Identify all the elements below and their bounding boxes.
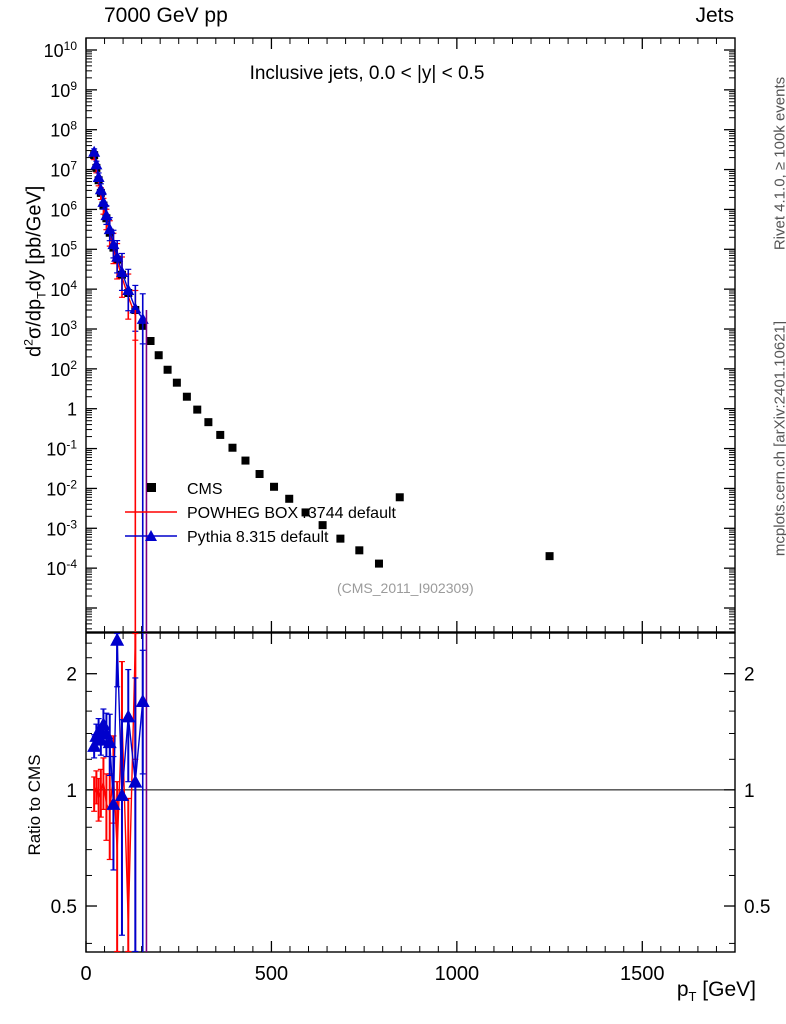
legend-label: CMS — [187, 481, 223, 498]
ratio-data-point — [114, 787, 129, 801]
ratio-data-point — [91, 724, 106, 738]
y-tick-label: 10-4 — [46, 557, 77, 579]
ratio-data-point — [121, 709, 136, 723]
data-point-cms — [318, 521, 327, 530]
x-tick-label: 1500 — [620, 963, 665, 985]
y-tick-label: 102 — [50, 358, 77, 380]
header-left-label: 7000 GeV pp — [104, 4, 228, 27]
y-tick-label: 10-3 — [46, 517, 77, 539]
ratio-data-point — [110, 632, 125, 646]
y-tick-label: 10-1 — [46, 438, 77, 460]
ratio-y-tick-label: 0.5 — [51, 897, 77, 918]
data-point-cms — [228, 443, 237, 452]
ratio-y-tick-label: 1 — [66, 781, 77, 802]
ratio-data-point — [102, 735, 117, 749]
y-tick-label: 103 — [50, 318, 77, 340]
legend-marker-cms — [147, 483, 156, 492]
header-right-label: Jets — [695, 4, 734, 27]
ratio-data-point — [128, 774, 143, 788]
data-point-pythia — [100, 209, 113, 221]
data-point-pythia — [94, 183, 107, 195]
x-tick-label: 1000 — [435, 963, 480, 985]
data-point-pythia — [107, 238, 120, 250]
data-point-cms — [301, 508, 310, 517]
data-point-cms — [216, 430, 225, 439]
data-point-pythia — [97, 195, 110, 207]
data-point-pythia — [129, 302, 142, 314]
data-point-cms — [395, 493, 404, 502]
legend-marker-triangle — [145, 530, 157, 541]
data-point-cms — [182, 392, 191, 401]
data-point-cms — [355, 546, 364, 555]
data-point-cms — [204, 418, 213, 427]
y-tick-label: 105 — [50, 238, 77, 260]
y-tick-label: 106 — [50, 198, 77, 220]
data-point-cms — [146, 336, 155, 345]
y-tick-label: 1010 — [44, 39, 78, 61]
data-point-cms — [241, 456, 250, 465]
ratio-y-tick-label: 1 — [744, 781, 755, 802]
y-tick-label: 107 — [50, 159, 77, 181]
data-point-pythia — [88, 145, 101, 157]
x-tick-label: 0 — [80, 963, 91, 985]
data-point-cms — [154, 351, 163, 360]
y-tick-label: 104 — [50, 278, 77, 300]
data-point-cms — [255, 470, 264, 479]
ratio-panel-frame — [85, 632, 736, 953]
data-point-cms — [545, 552, 554, 561]
y-tick-label: 109 — [50, 79, 77, 101]
data-point-pythia — [92, 171, 105, 183]
data-point-cms — [270, 482, 279, 491]
x-tick-label: 500 — [255, 963, 288, 985]
data-point-pythia — [111, 250, 124, 262]
data-point-cms — [336, 534, 345, 543]
data-point-cms — [172, 378, 181, 387]
data-point-cms — [163, 365, 172, 374]
ratio-y-tick-label: 2 — [744, 665, 755, 686]
ratio-data-point — [135, 693, 150, 707]
ratio-y-tick-label: 0.5 — [744, 897, 770, 918]
legend-label: Pythia 8.315 default — [187, 529, 329, 546]
analysis-id-watermark: (CMS_2011_I902309) — [337, 580, 474, 596]
data-point-pythia — [115, 265, 128, 277]
page-title: Inclusive jets, 0.0 < |y| < 0.5 — [249, 63, 485, 84]
data-point-pythia — [103, 223, 116, 235]
data-point-cms — [193, 405, 202, 414]
data-point-pythia — [90, 158, 103, 170]
data-point-cms — [374, 559, 383, 568]
y-tick-label: 108 — [50, 119, 77, 141]
y-tick-label: 10-2 — [46, 477, 77, 499]
legend-label: POWHEG BOX r3744 default — [187, 505, 397, 522]
data-point-cms — [285, 494, 294, 503]
main-panel-frame — [85, 37, 736, 633]
x-axis-label: pT [GeV] — [676, 978, 756, 1005]
data-point-pythia — [122, 284, 135, 296]
ratio-data-point — [106, 796, 121, 810]
y-tick-label: 1 — [67, 400, 77, 420]
ratio-y-tick-label: 2 — [66, 665, 77, 686]
